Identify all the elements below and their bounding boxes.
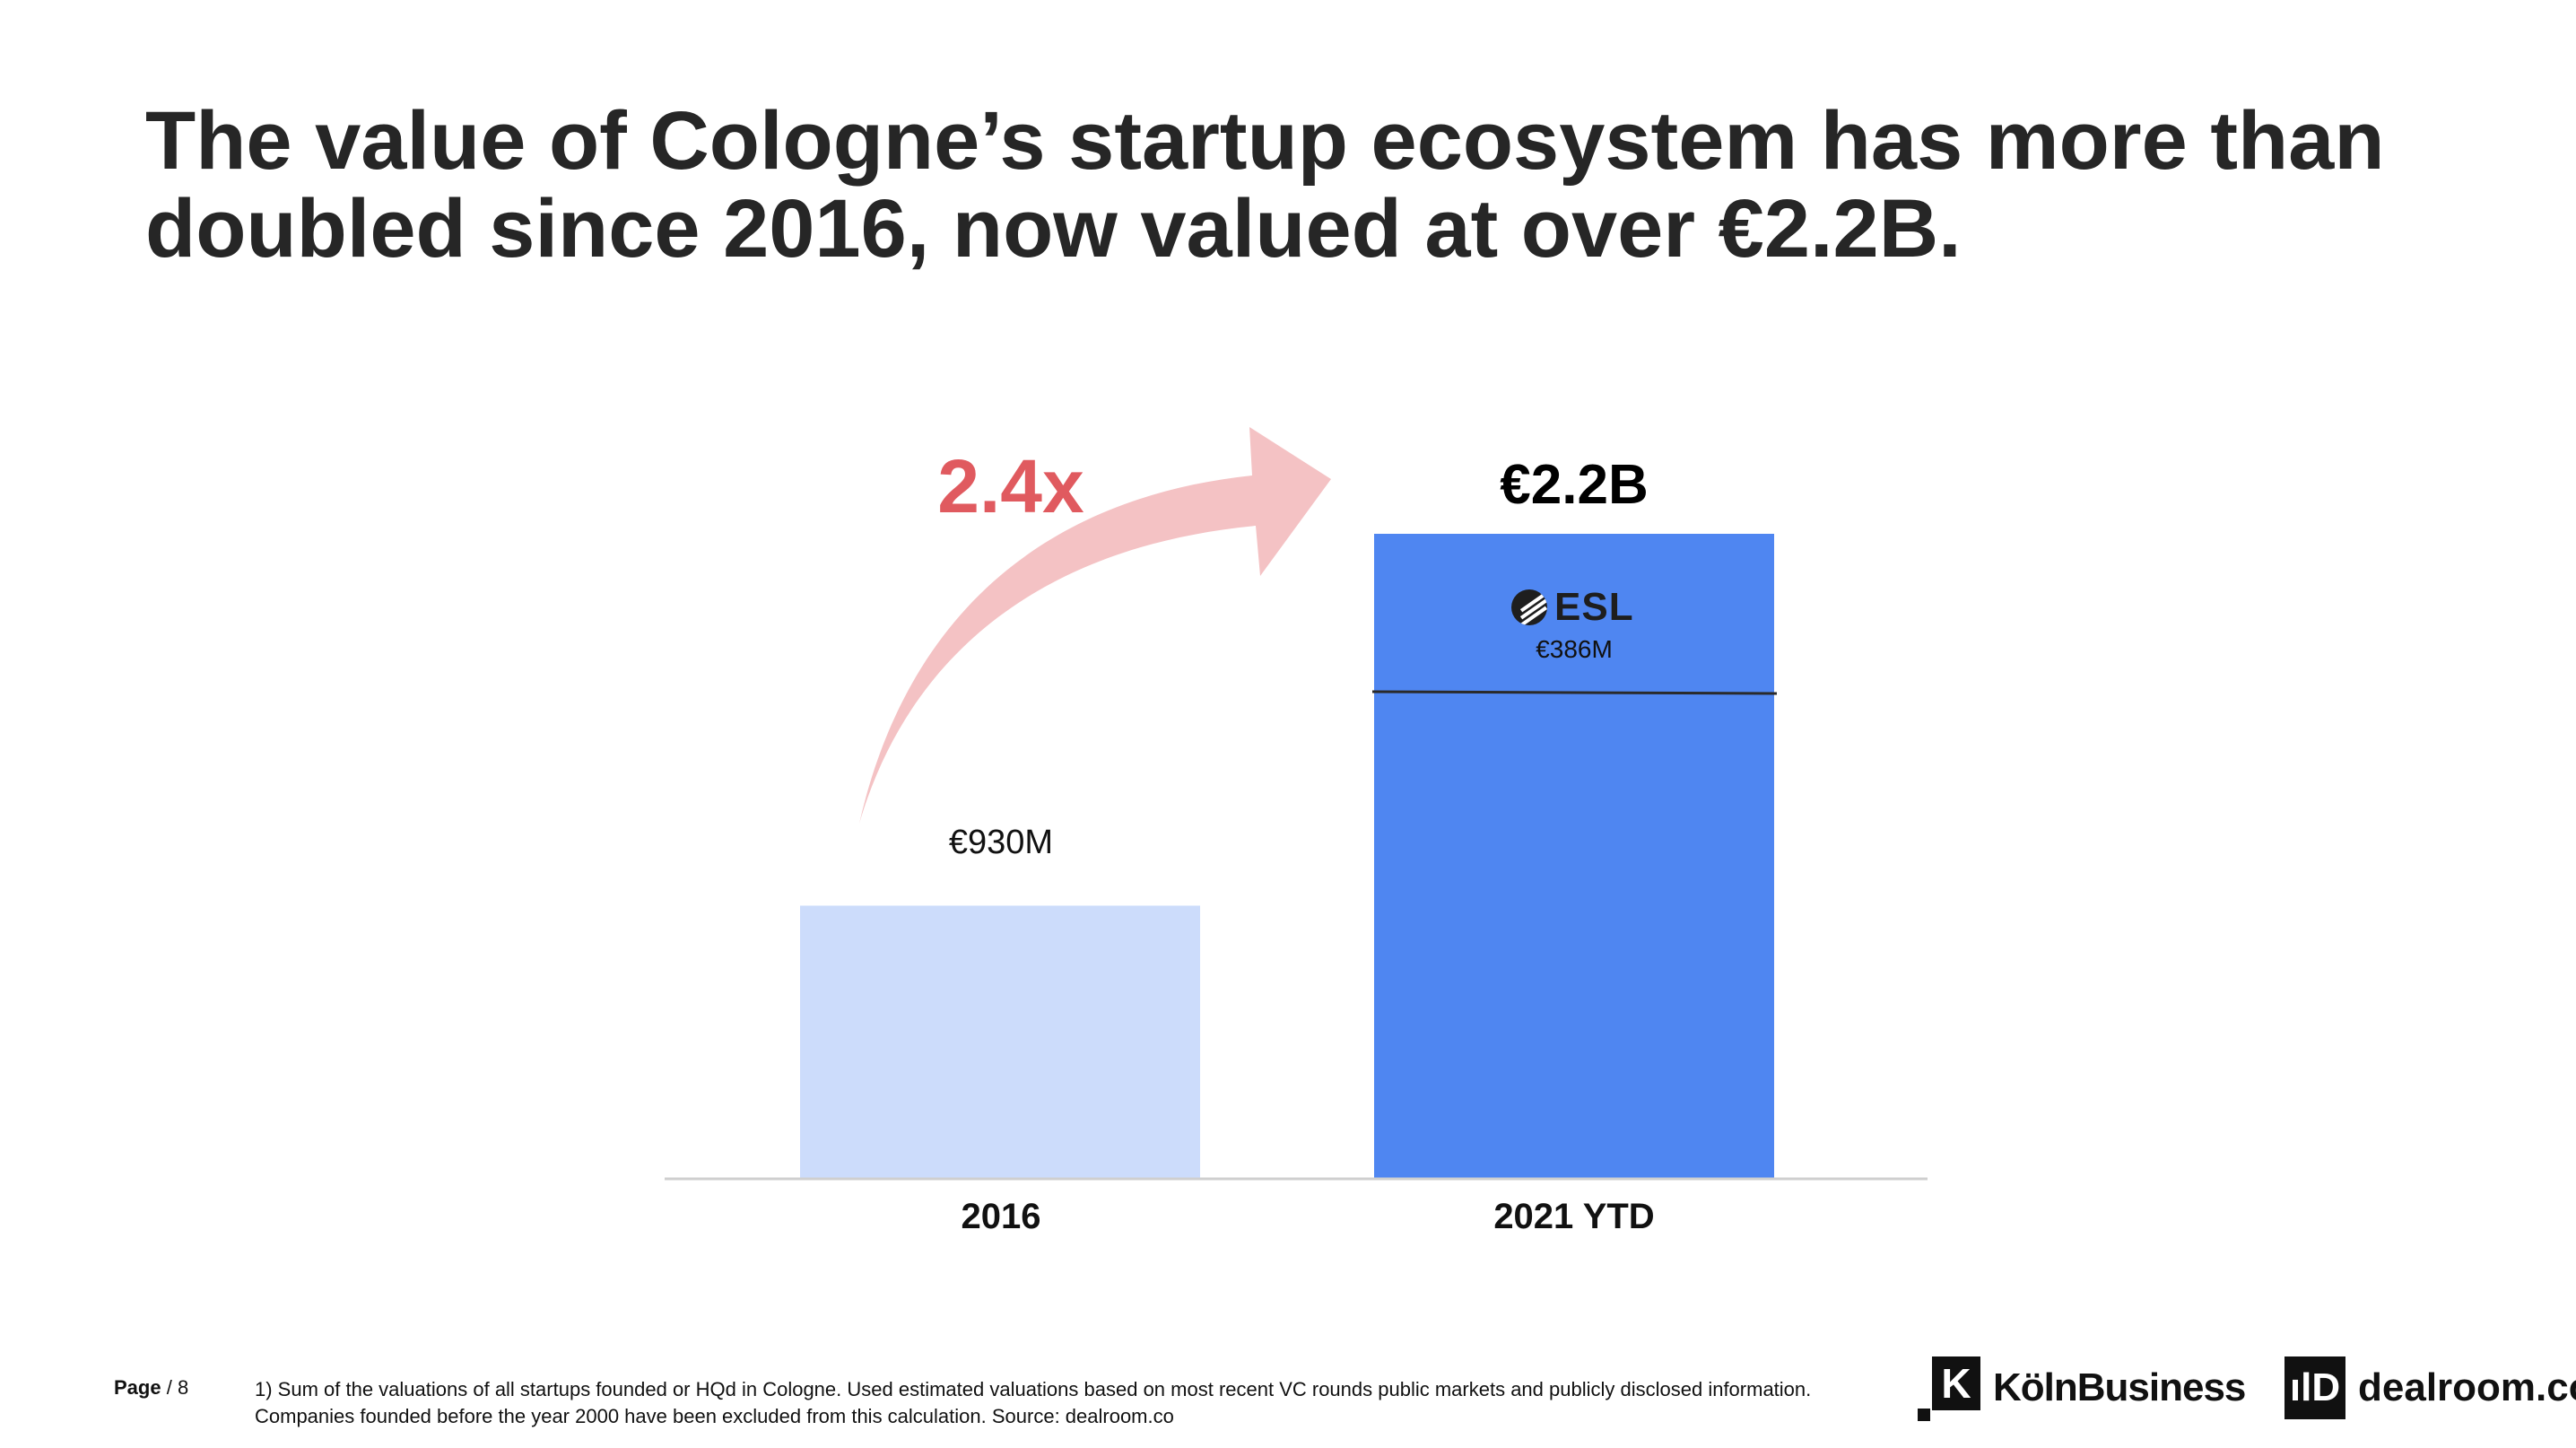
footnote-line-2: Companies founded before the year 2000 h… bbox=[255, 1405, 1174, 1427]
page-number: / 8 bbox=[166, 1376, 189, 1399]
title-line-1: The value of Cologne’s startup ecosystem… bbox=[145, 95, 2385, 187]
page-label: Page bbox=[114, 1376, 161, 1399]
dealroom-logo: ılD dealroom.co bbox=[2284, 1356, 2576, 1419]
page-title: The value of Cologne’s startup ecosystem… bbox=[145, 97, 2477, 273]
data-label-2021: €2.2B bbox=[1500, 454, 1649, 516]
dealroom-text: dealroom.co bbox=[2358, 1365, 2576, 1409]
koelnbusiness-mark: K bbox=[1932, 1356, 1980, 1410]
esl-logo-text: ESL bbox=[1554, 585, 1634, 629]
x-tick-2021: 2021 YTD bbox=[1493, 1197, 1655, 1236]
koelnbusiness-text: KölnBusiness bbox=[1993, 1365, 2246, 1409]
growth-multiple-label: 2.4x bbox=[937, 444, 1084, 528]
esl-ball-icon bbox=[1511, 589, 1547, 625]
x-tick-2016: 2016 bbox=[961, 1197, 1041, 1236]
footnote: 1) Sum of the valuations of all startups… bbox=[255, 1376, 1869, 1430]
segment-divider-esl bbox=[1371, 690, 1778, 695]
footnote-line-1: 1) Sum of the valuations of all startups… bbox=[255, 1378, 1812, 1400]
data-label-2016: €930M bbox=[948, 824, 1054, 861]
bar-2016 bbox=[800, 905, 1200, 1178]
koelnbusiness-logo: K KölnBusiness bbox=[1918, 1356, 2246, 1421]
segment-label-esl: €386M bbox=[1536, 635, 1613, 663]
growth-arrow bbox=[859, 427, 1331, 824]
esl-logo: ESL bbox=[1511, 585, 1634, 630]
title-line-2: doubled since 2016, now valued at over €… bbox=[145, 183, 1962, 275]
bar-2021-ytd bbox=[1374, 534, 1774, 1178]
page-indicator: Page / 8 bbox=[114, 1376, 188, 1400]
dealroom-mark: ılD bbox=[2284, 1356, 2345, 1419]
